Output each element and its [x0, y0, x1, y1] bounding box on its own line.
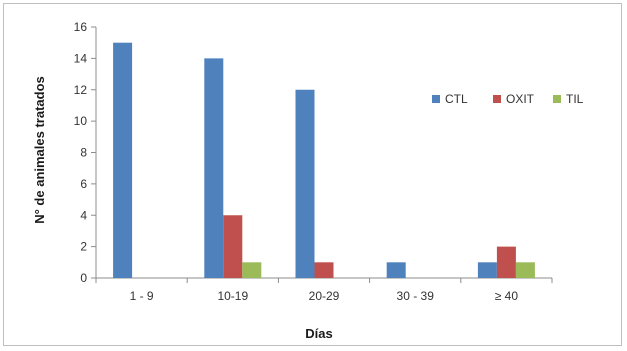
legend-swatch-til: [553, 95, 561, 103]
bar-til-4: [515, 262, 535, 278]
y-tick-label: 12: [74, 83, 88, 97]
y-axis: 0 2 4 6 8 10 12 14 16: [74, 20, 97, 285]
y-tick-label: 2: [80, 240, 87, 254]
bar-til-1: [242, 262, 262, 278]
y-tick-label: 4: [80, 208, 87, 222]
x-axis: 1 - 9 10-19 20-29 30 - 39 ≥ 40: [95, 277, 553, 303]
bars: [113, 42, 535, 278]
x-tick-label: 1 - 9: [130, 289, 154, 303]
legend-label-ctl: CTL: [445, 92, 468, 106]
bar-ctl-1: [204, 58, 224, 278]
y-tick-label: 14: [74, 51, 88, 65]
x-tick-label: 10-19: [217, 289, 248, 303]
legend-swatch-oxit: [493, 95, 501, 103]
bar-oxit-4: [496, 246, 516, 278]
legend-label-til: TIL: [566, 92, 584, 106]
y-tick-label: 0: [80, 271, 87, 285]
bar-oxit-2: [314, 262, 334, 278]
y-tick-label: 6: [80, 177, 87, 191]
bar-ctl-3: [386, 262, 406, 278]
y-tick-label: 10: [74, 114, 88, 128]
y-tick-label: 8: [80, 146, 87, 160]
x-tick-label: 20-29: [309, 289, 340, 303]
x-axis-title: Días: [305, 326, 332, 341]
y-tick-label: 16: [74, 20, 88, 34]
legend-swatch-ctl: [432, 95, 440, 103]
bar-ctl-2: [295, 89, 315, 278]
bar-ctl-4: [477, 262, 497, 278]
legend: CTL OXIT TIL: [432, 92, 584, 106]
y-axis-title: N° de animales tratados: [32, 76, 47, 224]
x-tick-label: 30 - 39: [397, 289, 435, 303]
bar-oxit-1: [223, 215, 243, 278]
legend-label-oxit: OXIT: [506, 92, 535, 106]
x-tick-label: ≥ 40: [495, 289, 519, 303]
bar-ctl-0: [113, 42, 133, 278]
